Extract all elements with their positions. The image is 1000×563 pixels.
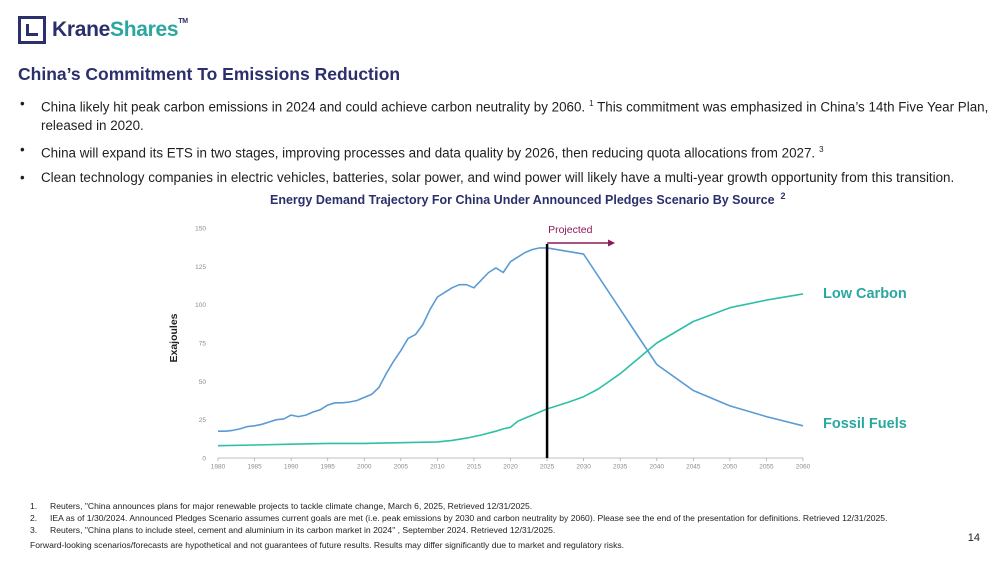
bullet-item: Clean technology companies in electric v… [18,168,993,187]
footnote-text: IEA as of 1/30/2024. Announced Pledges S… [50,513,888,523]
x-tick-label: 1985 [247,464,262,471]
projected-arrowhead-icon [608,239,616,247]
footnote-item: 1. Reuters, "China announces plans for ma… [30,500,887,512]
logo-trademark: TM [178,18,188,25]
x-tick-label: 2060 [796,464,811,471]
footnote-number: 1. [30,501,38,511]
footnote-item: 2. IEA as of 1/30/2024. Announced Pledges… [30,512,887,524]
bullet-text: Clean technology companies in electric v… [41,169,955,185]
x-tick-label: 2025 [540,464,555,471]
footnotes: 1. Reuters, "China announces plans for ma… [30,500,887,536]
kraneshares-logo: KraneSharesTM [18,16,188,44]
legend-low-carbon: Low Carbon [823,286,907,302]
chart-title: Energy Demand Trajectory For China Under… [270,191,786,207]
x-axis-ticks: 1980 1985 1990 1995 2000 2005 2010 2015 2020 2025… [211,458,811,471]
page-title: China’s Commitment To Emissions Reductio… [18,64,401,84]
x-tick-label: 2050 [723,464,738,471]
series-line-low-carbon [217,293,804,447]
x-tick-label: 2055 [759,464,774,471]
x-tick-label: 2005 [394,464,409,471]
series-group [217,247,804,447]
series-line-fossil-fuels [218,247,804,433]
x-tick-label: 2015 [467,464,482,471]
x-tick-label: 2000 [357,464,372,471]
bullet-item: China likely hit peak carbon emissions i… [18,94,993,135]
footnote-ref: 3 [819,145,824,155]
y-tick-label: 150 [195,226,206,233]
chart-title-text: Energy Demand Trajectory For China Under… [270,193,775,208]
page-number: 14 [967,532,980,544]
logo-mark-icon [18,16,46,44]
y-tick-label: 0 [202,456,206,463]
footnote-number: 2. [30,513,38,523]
footnote-number: 3. [30,525,38,535]
logo-word-shares: Shares [110,18,179,41]
y-tick-label: 75 [199,341,207,348]
footnote-text: Reuters, "China announces plans for majo… [50,501,533,511]
y-tick-label: 50 [199,379,207,386]
y-axis-label: Exajoules [168,313,180,362]
x-tick-label: 1980 [211,464,226,471]
y-tick-label: 25 [199,417,207,424]
chart-title-footnote-ref: 2 [780,191,786,201]
footnote-item: 3. Reuters, "China plans to include steel… [30,524,887,536]
logo-wordmark: KraneSharesTM [52,18,188,42]
projected-label: Projected [548,224,593,236]
x-tick-label: 2035 [613,464,628,471]
y-tick-label: 125 [195,264,206,271]
y-tick-label: 100 [195,302,206,309]
x-tick-label: 2020 [503,464,518,471]
x-tick-label: 2010 [430,464,445,471]
x-tick-label: 1995 [320,464,335,471]
bullet-text: China will expand its ETS in two stages,… [41,145,816,161]
x-tick-label: 2030 [576,464,591,471]
footnote-ref: 1 [589,99,594,108]
bullet-item: China will expand its ETS in two stages,… [18,140,993,162]
x-tick-label: 2040 [650,464,665,471]
x-tick-label: 2045 [686,464,701,471]
bullet-text: China likely hit peak carbon emissions i… [41,99,586,115]
disclaimer: Forward-looking scenarios/forecasts are … [30,540,625,550]
bullet-text-tail: This commitment was emphasized in China’… [41,99,989,134]
footnote-text: Reuters, "China plans to include steel, … [50,525,556,535]
x-tick-label: 1990 [284,464,299,471]
legend-fossil-fuels: Fossil Fuels [823,416,907,432]
y-axis-ticks: 0 25 50 75 100 125 150 [195,226,206,463]
bullet-list: China likely hit peak carbon emissions i… [18,94,993,192]
logo-word-krane: Krane [52,18,111,41]
